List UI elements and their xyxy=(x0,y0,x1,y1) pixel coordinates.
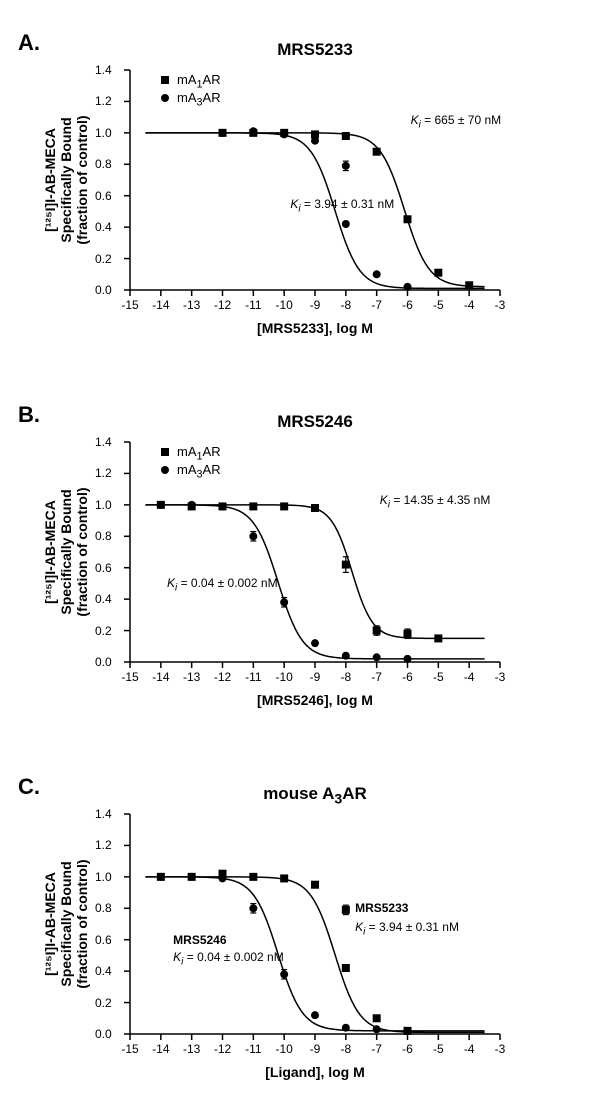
x-tick-label: -10 xyxy=(274,1042,294,1056)
x-tick-label: -12 xyxy=(213,298,233,312)
x-tick-label: -9 xyxy=(305,298,325,312)
x-tick-label: -10 xyxy=(274,670,294,684)
x-tick-label: -14 xyxy=(151,1042,171,1056)
x-tick-label: -9 xyxy=(305,670,325,684)
x-tick-label: -14 xyxy=(151,670,171,684)
chart-svg xyxy=(0,372,600,744)
figure-root: A.MRS5233[¹²⁵I]I-AB-MECASpecifically Bou… xyxy=(0,0,600,1116)
x-tick-label: -4 xyxy=(459,670,479,684)
x-tick-label: -12 xyxy=(213,670,233,684)
x-tick-label: -15 xyxy=(120,1042,140,1056)
y-tick-label: 1.0 xyxy=(95,498,112,512)
y-tick-label: 0.4 xyxy=(95,220,112,234)
x-tick-label: -12 xyxy=(213,1042,233,1056)
x-tick-label: -10 xyxy=(274,298,294,312)
y-tick-label: 0.6 xyxy=(95,561,112,575)
panel-C: C.mouse A3AR[¹²⁵I]I-AB-MECASpecifically … xyxy=(0,744,600,1116)
annotation-text: Ki = 14.35 ± 4.35 nM xyxy=(380,493,491,510)
legend-label: mA3AR xyxy=(177,462,221,481)
x-tick-label: -7 xyxy=(367,1042,387,1056)
legend-label: mA1AR xyxy=(177,444,221,463)
legend-label: mA3AR xyxy=(177,90,221,109)
x-tick-label: -8 xyxy=(336,1042,356,1056)
x-tick-label: -3 xyxy=(490,670,510,684)
y-tick-label: 0.8 xyxy=(95,901,112,915)
x-tick-label: -5 xyxy=(428,1042,448,1056)
x-tick-label: -6 xyxy=(398,670,418,684)
x-tick-label: -13 xyxy=(182,670,202,684)
annotation-text: Ki = 0.04 ± 0.002 nM xyxy=(173,950,284,967)
legend-label: mA1AR xyxy=(177,72,221,91)
chart-svg xyxy=(0,744,600,1116)
y-tick-label: 1.4 xyxy=(95,435,112,449)
y-tick-label: 1.2 xyxy=(95,838,112,852)
x-tick-label: -3 xyxy=(490,298,510,312)
y-tick-label: 0.6 xyxy=(95,933,112,947)
x-tick-label: -6 xyxy=(398,1042,418,1056)
x-tick-label: -13 xyxy=(182,298,202,312)
y-tick-label: 0.0 xyxy=(95,655,112,669)
x-tick-label: -7 xyxy=(367,670,387,684)
y-tick-label: 0.8 xyxy=(95,529,112,543)
x-tick-label: -8 xyxy=(336,670,356,684)
x-tick-label: -4 xyxy=(459,1042,479,1056)
x-tick-label: -4 xyxy=(459,298,479,312)
y-tick-label: 0.2 xyxy=(95,252,112,266)
y-tick-label: 1.0 xyxy=(95,870,112,884)
chart-svg xyxy=(0,0,600,372)
y-tick-label: 0.2 xyxy=(95,996,112,1010)
x-tick-label: -14 xyxy=(151,298,171,312)
y-tick-label: 1.4 xyxy=(95,807,112,821)
annotation-text: MRS5246 xyxy=(173,933,226,947)
x-tick-label: -5 xyxy=(428,298,448,312)
x-tick-label: -15 xyxy=(120,298,140,312)
x-tick-label: -13 xyxy=(182,1042,202,1056)
annotation-text: Ki = 665 ± 70 nM xyxy=(411,113,502,130)
y-tick-label: 0.0 xyxy=(95,1027,112,1041)
y-tick-label: 1.4 xyxy=(95,63,112,77)
y-tick-label: 1.2 xyxy=(95,466,112,480)
x-tick-label: -8 xyxy=(336,298,356,312)
y-tick-label: 0.8 xyxy=(95,157,112,171)
x-tick-label: -5 xyxy=(428,670,448,684)
x-tick-label: -6 xyxy=(398,298,418,312)
y-tick-label: 1.2 xyxy=(95,94,112,108)
panel-A: A.MRS5233[¹²⁵I]I-AB-MECASpecifically Bou… xyxy=(0,0,600,372)
x-tick-label: -9 xyxy=(305,1042,325,1056)
y-tick-label: 0.4 xyxy=(95,592,112,606)
y-tick-label: 0.0 xyxy=(95,283,112,297)
y-tick-label: 0.2 xyxy=(95,624,112,638)
annotation-text: Ki = 3.94 ± 0.31 nM xyxy=(290,197,394,214)
y-tick-label: 0.6 xyxy=(95,189,112,203)
annotation-text: MRS5233 xyxy=(355,901,408,915)
x-tick-label: -7 xyxy=(367,298,387,312)
annotation-text: Ki = 3.94 ± 0.31 nM xyxy=(355,920,459,937)
y-tick-label: 1.0 xyxy=(95,126,112,140)
x-tick-label: -3 xyxy=(490,1042,510,1056)
annotation-text: Ki = 0.04 ± 0.002 nM xyxy=(167,576,278,593)
y-tick-label: 0.4 xyxy=(95,964,112,978)
x-tick-label: -11 xyxy=(243,670,263,684)
x-tick-label: -11 xyxy=(243,298,263,312)
x-tick-label: -11 xyxy=(243,1042,263,1056)
x-tick-label: -15 xyxy=(120,670,140,684)
panel-B: B.MRS5246[¹²⁵I]I-AB-MECASpecifically Bou… xyxy=(0,372,600,744)
